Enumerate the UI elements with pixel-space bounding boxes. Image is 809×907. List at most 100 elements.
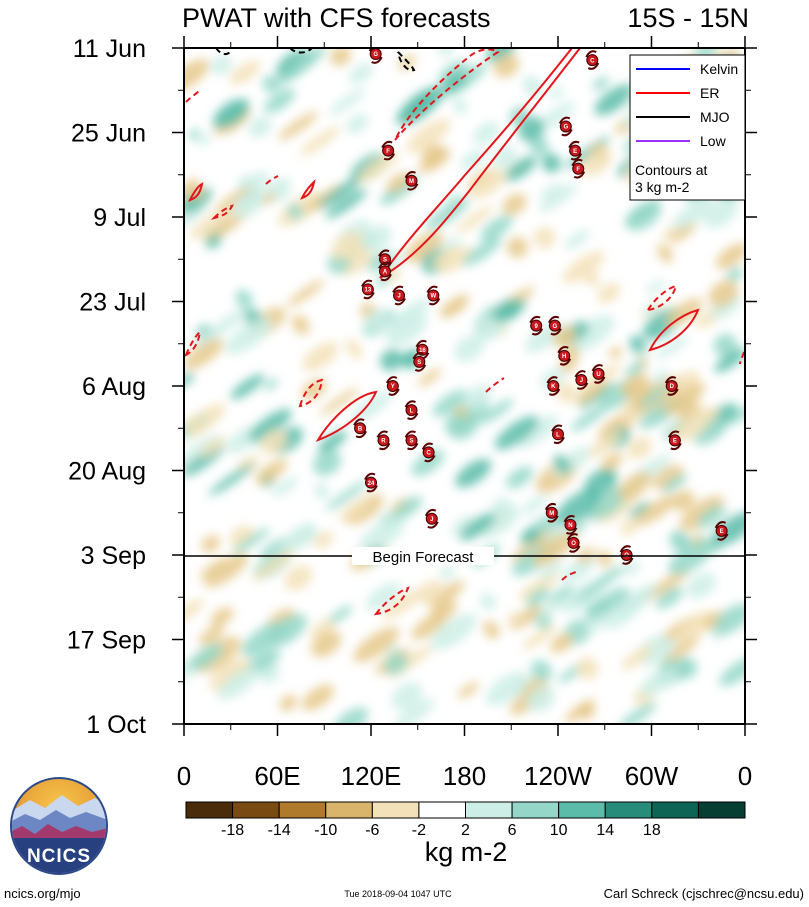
pwat-anomaly-cell <box>302 341 339 372</box>
pwat-anomaly-cell <box>696 504 724 526</box>
pwat-anomaly-cell <box>358 516 406 554</box>
storm-label: R <box>381 439 386 445</box>
pwat-anomaly-cell <box>492 298 520 323</box>
pwat-anomaly-cell <box>575 577 610 602</box>
colorbar-swatch <box>511 801 560 819</box>
wave-contours <box>184 48 745 616</box>
pwat-anomaly-cell <box>655 586 684 609</box>
pwat-anomaly-cell <box>310 630 342 658</box>
storm-marker: G <box>368 48 383 64</box>
pwat-anomaly-cell <box>205 234 222 249</box>
pwat-anomaly-cell <box>454 334 485 362</box>
pwat-anomaly-cell <box>213 98 250 128</box>
pwat-anomaly-cell <box>473 121 500 145</box>
pwat-anomaly-cell <box>417 580 444 604</box>
pwat-anomaly-cell <box>479 398 514 424</box>
mjo-contour <box>397 51 416 72</box>
pwat-anomaly-cell <box>262 75 280 93</box>
pwat-anomaly-cell <box>553 454 571 474</box>
pwat-anomaly-cell <box>229 60 261 85</box>
pwat-anomaly-cell <box>279 694 298 712</box>
pwat-anomaly-cell <box>278 111 318 141</box>
pwat-anomaly-cell <box>301 378 327 401</box>
pwat-anomaly-cell <box>287 203 303 220</box>
chart-title: PWAT with CFS forecasts <box>182 3 491 33</box>
pwat-anomaly-cell <box>662 474 688 493</box>
pwat-anomaly-cell <box>201 535 221 553</box>
mjo-contour <box>215 48 231 56</box>
pwat-anomaly-cell <box>394 699 435 724</box>
footer-author: Carl Schreck (cjschrec@ncsu.edu) <box>604 886 804 901</box>
pwat-anomaly-cell <box>609 346 623 359</box>
pwat-anomaly-cell <box>504 156 537 182</box>
pwat-anomaly-cell <box>628 501 651 518</box>
x-axis: 0 60E 120E 180 120W 60W 0 <box>177 36 752 791</box>
pwat-anomaly-cell <box>287 279 325 307</box>
pwat-anomaly-cell <box>726 267 744 282</box>
pwat-anomaly-cell <box>264 88 296 114</box>
pwat-anomaly-cell <box>353 627 400 663</box>
pwat-anomaly-cell <box>443 299 469 319</box>
y-tick-label: 1 Oct <box>86 711 146 739</box>
pwat-anomaly-cell <box>401 85 445 120</box>
y-tick-label: 9 Jul <box>93 204 146 232</box>
mjo-contour <box>289 48 313 54</box>
storm-marker: K <box>546 376 561 396</box>
pwat-anomaly-cell <box>430 247 458 268</box>
storm-label: M <box>409 179 414 185</box>
pwat-anomaly-cell <box>470 169 507 199</box>
pwat-anomaly-cell <box>669 223 697 244</box>
pwat-anomaly-cell <box>625 361 645 377</box>
logo-text: NCICS <box>27 846 91 867</box>
pwat-anomaly-cell <box>361 224 392 252</box>
er-contour <box>373 586 410 616</box>
pwat-anomaly-cell <box>627 436 652 459</box>
storm-label: N <box>568 523 572 529</box>
pwat-anomaly-cell <box>575 380 608 404</box>
colorbar-label: -18 <box>221 822 244 839</box>
pwat-anomaly-cell <box>525 587 550 607</box>
pwat-anomaly-cell <box>458 682 479 699</box>
pwat-anomaly-cell <box>348 63 374 84</box>
pwat-anomaly-cell <box>672 196 716 230</box>
pwat-anomaly-cell <box>645 279 666 295</box>
er-contour <box>188 182 204 202</box>
pwat-anomaly-cell <box>386 312 428 347</box>
pwat-anomaly-cell <box>291 314 310 335</box>
pwat-anomaly-cell <box>411 449 445 477</box>
pwat-anomaly-cell <box>248 116 272 138</box>
pwat-anomaly-cell <box>314 483 330 500</box>
pwat-anomaly-cell <box>252 549 296 582</box>
pwat-anomaly-cell <box>184 415 206 436</box>
pwat-anomaly-cell <box>382 588 425 620</box>
pwat-anomaly-cell <box>188 129 201 140</box>
colorbar-swatch <box>418 801 466 819</box>
pwat-anomaly-cell <box>460 149 486 170</box>
storm-label: G <box>553 324 558 330</box>
pwat-anomaly-cell <box>653 464 684 490</box>
pwat-anomaly-cell <box>271 476 299 497</box>
pwat-anomaly-cell <box>534 101 576 133</box>
storm-markers: GCGFEFMSA13JW9G16HSYKJUDLBRSLEC24MJNEOO <box>353 48 729 565</box>
pwat-anomaly-cell <box>621 645 654 670</box>
pwat-anomaly-cell <box>550 87 564 100</box>
pwat-anomaly-cell <box>267 614 308 647</box>
pwat-anomaly-cell <box>625 200 662 231</box>
storm-marker: J <box>574 370 589 390</box>
pwat-anomaly-cell <box>428 580 465 608</box>
storm-marker: B <box>353 418 367 439</box>
x-tick-label: 60E <box>254 761 300 791</box>
pwat-anomaly-cell <box>583 269 600 287</box>
x-tick-label: 0 <box>177 761 191 791</box>
colorbar-swatch <box>278 801 327 819</box>
storm-marker: W <box>426 285 441 306</box>
storm-label: E <box>673 439 677 445</box>
pwat-anomaly-cell <box>540 183 562 200</box>
pwat-anomaly-cell <box>550 633 574 653</box>
pwat-anomaly-cell <box>329 88 366 116</box>
pwat-anomaly-cell <box>728 403 745 425</box>
colorbar-unit: kg m-2 <box>425 837 508 867</box>
storm-label: G <box>373 52 378 58</box>
pwat-anomaly-cell <box>437 245 472 274</box>
